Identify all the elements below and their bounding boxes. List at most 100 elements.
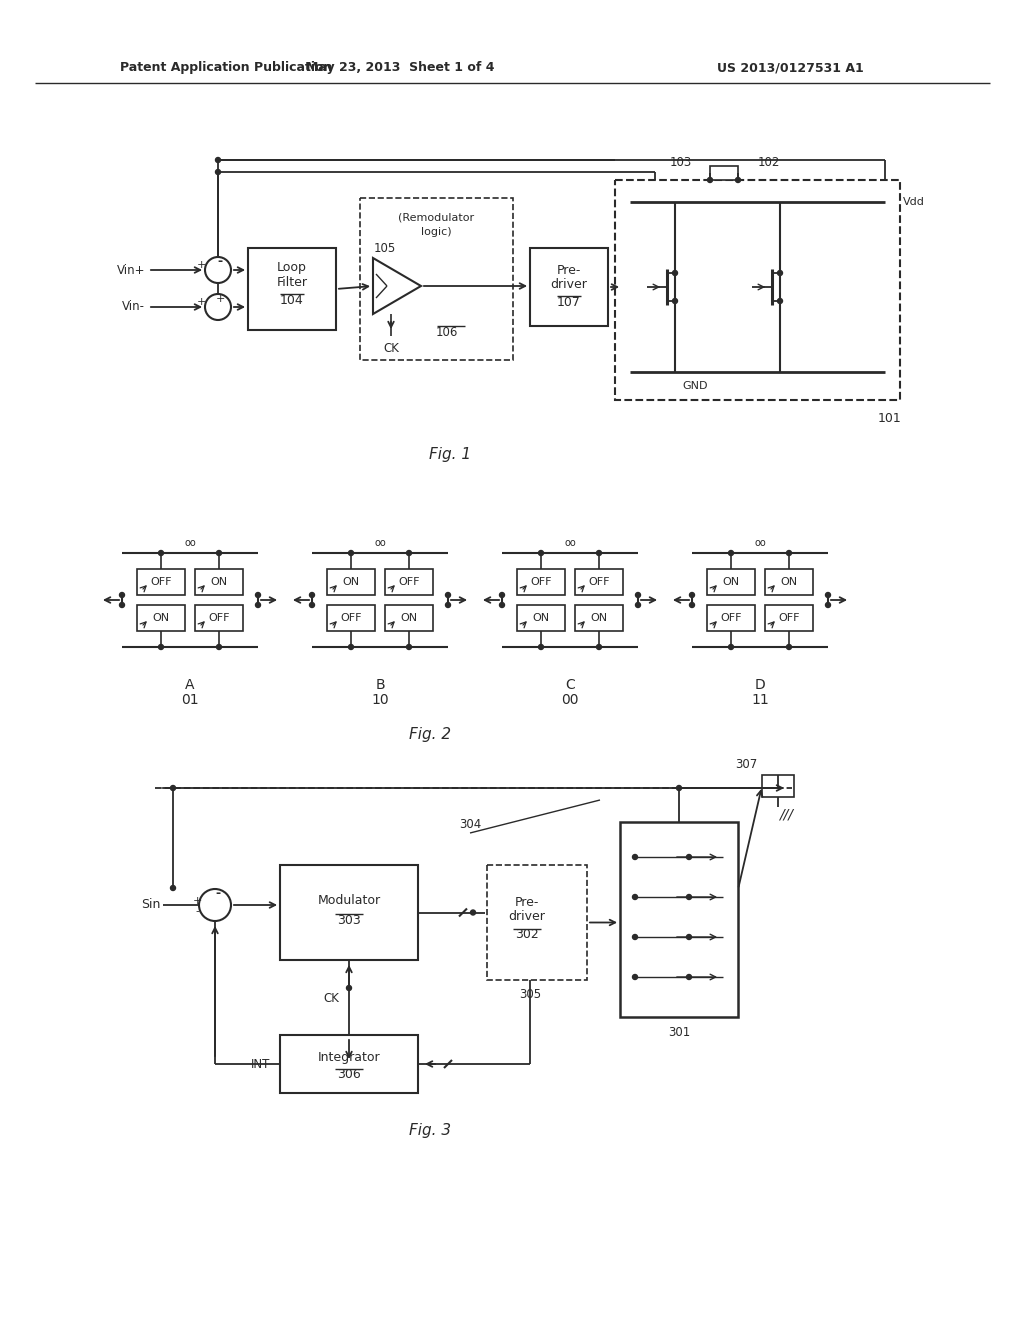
Text: (Remodulator: (Remodulator	[398, 213, 474, 223]
Text: Modulator: Modulator	[317, 894, 381, 907]
Text: 00: 00	[561, 693, 579, 708]
Text: ON: ON	[342, 577, 359, 587]
Text: OFF: OFF	[151, 577, 172, 587]
Text: oo: oo	[564, 539, 575, 548]
Text: +: +	[197, 297, 206, 308]
Text: Fig. 1: Fig. 1	[429, 447, 471, 462]
Text: +: +	[197, 260, 206, 271]
Text: driver: driver	[551, 277, 588, 290]
Text: +: +	[215, 294, 224, 304]
Circle shape	[686, 935, 691, 940]
Bar	[360, 198, 513, 360]
Text: C: C	[565, 678, 574, 692]
Text: oo: oo	[754, 539, 766, 548]
Text: Vin-: Vin-	[122, 301, 145, 314]
Text: US 2013/0127531 A1: US 2013/0127531 A1	[717, 62, 863, 74]
Circle shape	[539, 550, 544, 556]
Bar	[575, 605, 623, 631]
Text: oo: oo	[374, 539, 386, 548]
Bar	[707, 569, 755, 595]
Bar	[137, 605, 185, 631]
Circle shape	[500, 593, 505, 598]
Circle shape	[786, 644, 792, 649]
Text: 304: 304	[459, 818, 481, 832]
Bar	[280, 1035, 418, 1093]
Text: 306: 306	[337, 1068, 360, 1081]
Text: 301: 301	[668, 1026, 690, 1039]
Bar	[517, 605, 565, 631]
Bar	[615, 180, 900, 400]
Circle shape	[216, 644, 221, 649]
Circle shape	[470, 909, 475, 915]
Text: -: -	[195, 906, 199, 916]
Circle shape	[597, 550, 601, 556]
Circle shape	[636, 593, 640, 598]
Circle shape	[445, 602, 451, 607]
Circle shape	[539, 644, 544, 649]
Text: 302: 302	[515, 928, 539, 941]
Text: 10: 10	[371, 693, 389, 708]
Text: Filter: Filter	[276, 276, 307, 289]
Text: OFF: OFF	[530, 577, 552, 587]
Text: GND: GND	[682, 381, 708, 391]
Circle shape	[633, 854, 638, 859]
Text: 104: 104	[281, 293, 304, 306]
Text: ON: ON	[211, 577, 227, 587]
Circle shape	[686, 974, 691, 979]
Text: Vdd: Vdd	[903, 197, 925, 207]
Circle shape	[215, 169, 220, 174]
Bar	[248, 248, 336, 330]
Circle shape	[205, 294, 231, 319]
Circle shape	[171, 785, 175, 791]
Circle shape	[215, 157, 220, 162]
Circle shape	[633, 974, 638, 979]
Text: OFF: OFF	[340, 612, 361, 623]
Text: logic): logic)	[421, 227, 452, 238]
Text: 106: 106	[435, 326, 458, 338]
Text: 11: 11	[752, 693, 769, 708]
Text: Integrator: Integrator	[317, 1051, 380, 1064]
Text: 102: 102	[758, 156, 780, 169]
Circle shape	[309, 593, 314, 598]
Circle shape	[445, 593, 451, 598]
Text: OFF: OFF	[778, 612, 800, 623]
Text: Patent Application Publication: Patent Application Publication	[120, 62, 333, 74]
Text: -: -	[215, 887, 220, 899]
Circle shape	[777, 271, 782, 276]
Text: Loop: Loop	[278, 261, 307, 275]
Text: ///: ///	[779, 808, 793, 822]
Text: INT: INT	[251, 1057, 270, 1071]
Circle shape	[171, 886, 175, 891]
Bar	[327, 605, 375, 631]
Circle shape	[786, 550, 792, 556]
Circle shape	[348, 644, 353, 649]
Text: OFF: OFF	[208, 612, 229, 623]
Text: CK: CK	[323, 991, 339, 1005]
Circle shape	[120, 593, 125, 598]
Circle shape	[686, 854, 691, 859]
Text: OFF: OFF	[398, 577, 420, 587]
Circle shape	[735, 177, 740, 182]
Text: 101: 101	[879, 412, 902, 425]
Text: Pre-: Pre-	[557, 264, 582, 276]
Bar	[620, 822, 738, 1016]
Text: Pre-: Pre-	[515, 896, 540, 909]
Circle shape	[120, 602, 125, 607]
Circle shape	[216, 550, 221, 556]
Text: ON: ON	[532, 612, 550, 623]
Circle shape	[673, 298, 678, 304]
Text: Sin: Sin	[140, 899, 160, 912]
Text: OFF: OFF	[720, 612, 741, 623]
Circle shape	[346, 986, 351, 990]
Text: oo: oo	[184, 539, 196, 548]
Text: -: -	[217, 256, 222, 268]
Bar	[385, 605, 433, 631]
Bar	[530, 248, 608, 326]
Circle shape	[825, 602, 830, 607]
Circle shape	[728, 550, 733, 556]
Circle shape	[407, 644, 412, 649]
Bar	[707, 605, 755, 631]
Circle shape	[633, 935, 638, 940]
Bar	[710, 166, 738, 180]
Text: 307: 307	[735, 759, 757, 771]
